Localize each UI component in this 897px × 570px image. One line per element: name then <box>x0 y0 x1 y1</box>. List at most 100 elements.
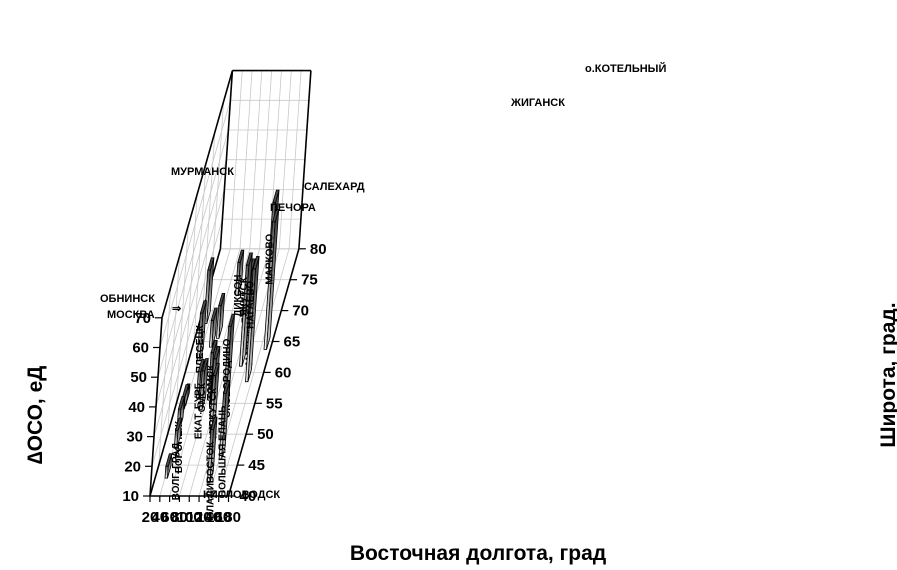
bar-top-face <box>228 313 236 328</box>
bar-3d: ДИКСОН <box>233 249 245 317</box>
bar-top-face <box>174 417 183 432</box>
bar-name-label: ВЛАДИВОСТОК <box>205 441 216 519</box>
bar-top-face <box>210 307 218 321</box>
tick-labels: 2040608010012014016018040455055606570758… <box>122 241 326 526</box>
bar-3d: ВОЛГ. ГРАД <box>171 417 183 501</box>
bar-name-label: ПЛЕСЕЦК <box>195 324 206 373</box>
axis-line <box>219 70 234 249</box>
bar-top-face <box>272 209 280 223</box>
bar-top-face <box>210 416 218 431</box>
bar-name-label: СКОВОРОДИНО <box>222 338 233 418</box>
y-axis-title: Широта, град. <box>877 302 897 447</box>
city-label: САЛЕХАРД <box>304 181 365 193</box>
bar-name-label: ЕКАТ. БУРГ <box>194 383 205 439</box>
bar-name-label: ВОРОНЕЖ <box>174 420 185 473</box>
city-label: ОБНИНСК <box>100 293 155 305</box>
bar-3d: БОЛЬШАЯ ЕЛАНЬ <box>218 380 231 497</box>
x-tick-label: 60 <box>161 509 178 526</box>
bar-name-label: БОЛЬШАЯ ЕЛАНЬ <box>218 406 229 497</box>
bar-3d <box>216 292 226 339</box>
bar-top-face <box>272 189 280 203</box>
grid-line <box>176 225 189 404</box>
axis-line <box>161 70 234 319</box>
bars-group: ДИКСОНОЛЕНЕКМАРКОВОМАКСИМУМПЛЕСЕЦКЯКУТСК… <box>164 189 280 519</box>
bar-top-face <box>212 362 220 377</box>
x-tick-label: 120 <box>187 509 212 526</box>
bar-3d: ЯКУТСК <box>239 252 253 367</box>
grid-line <box>202 132 216 311</box>
x-tick-label: 180 <box>216 509 241 526</box>
bar-top-face <box>237 249 245 263</box>
labels-group: МУРМАНСК ПЕЧОРА САЛЕХАРД ЖИГАНСК о.КОТЕЛЬНЫЙ… <box>100 62 666 501</box>
bar-name-label: ВОЛГ. ГРАД <box>171 443 182 501</box>
axis-titles: Восточная долгота, град Широта, град. ∆О… <box>24 302 897 565</box>
bar-top-face <box>197 358 205 373</box>
bar-name-label: ОМСК <box>197 382 208 412</box>
bar-top-face <box>213 345 221 360</box>
bar-name-label: ДИКСОН <box>233 275 244 317</box>
grid-line <box>193 163 207 342</box>
bar-name-label: ЯКУТСК <box>239 276 250 316</box>
bar-name-label: НАГАЕВО <box>246 281 257 329</box>
bar-top-face <box>245 252 253 266</box>
y-tick-label: 60 <box>275 364 292 381</box>
city-label: КИСЛОВОДСК <box>203 489 280 501</box>
city-label: о.КОТЕЛЬНЫЙ <box>585 62 666 75</box>
z-tick-label: 50 <box>130 369 147 386</box>
grid-line <box>158 286 172 466</box>
bar-3d: ОМСК <box>197 358 209 412</box>
bar-3d: ВЛАДИВОСТОК <box>205 416 218 519</box>
city-label: МОСКВА <box>107 309 155 321</box>
bar-top-face <box>210 339 218 354</box>
y-tick-label: 70 <box>292 303 309 320</box>
x-tick-label: 40 <box>151 509 168 526</box>
arrow-marker: ⇒ <box>172 303 181 315</box>
y-tick-label: 75 <box>301 272 318 289</box>
bar-top-face <box>218 292 226 307</box>
y-tick-label: 80 <box>310 241 327 258</box>
bar-3d: ПЛЕСЕЦК <box>195 300 208 373</box>
bar-3d <box>208 307 218 348</box>
x-axis-title: Восточная долгота, град <box>350 542 606 565</box>
y-tick-label: 55 <box>266 395 283 412</box>
x-tick-label: 20 <box>142 509 159 526</box>
bar-name-label: ТОМСК <box>206 364 217 400</box>
z-tick-label: 40 <box>128 399 145 416</box>
bar-3d: НАГАЕВО <box>245 255 260 383</box>
y-tick-label: 50 <box>257 426 274 443</box>
bar-top-face <box>207 257 215 271</box>
bar-top-face <box>201 358 209 372</box>
z-tick-label: 10 <box>122 488 139 505</box>
z-axis-title: ∆ОСО, еД <box>24 366 47 465</box>
bar-name-label: МАРКОВО <box>265 234 276 285</box>
y-tick-label: 65 <box>283 334 300 351</box>
z-tick-label: 30 <box>126 429 143 446</box>
grid-line <box>211 101 224 280</box>
grid-line <box>184 194 198 373</box>
x-tick-label: 140 <box>196 509 221 526</box>
bar-name-label: ИРКУТСК <box>208 387 219 434</box>
city-label: ПЕЧОРА <box>270 202 316 214</box>
y-tick-label: 45 <box>248 457 265 474</box>
z-tick-label: 70 <box>134 310 151 327</box>
bar-top-face <box>177 396 185 410</box>
bar-top-face <box>222 380 231 395</box>
y-tick-label: 40 <box>239 488 256 505</box>
bar-3d: МАРКОВО <box>263 209 280 350</box>
city-label: МУРМАНСК <box>171 166 234 178</box>
z-tick-label: 60 <box>132 340 149 357</box>
z-tick-label: 20 <box>124 458 141 475</box>
bar-top-face <box>252 255 260 270</box>
bar-3d: ИРКУТСК <box>208 362 220 434</box>
grid-line <box>167 255 180 435</box>
city-label: ЖИГАНСК <box>510 97 565 109</box>
x-tick-label: 80 <box>171 509 188 526</box>
x-tick-label: 160 <box>206 509 231 526</box>
bar-3d <box>164 453 173 479</box>
axis-line <box>298 70 312 249</box>
x-tick-label: 100 <box>177 509 202 526</box>
bar-top-face <box>199 300 208 314</box>
axis-line <box>227 248 300 497</box>
bar-top-face <box>165 453 173 467</box>
